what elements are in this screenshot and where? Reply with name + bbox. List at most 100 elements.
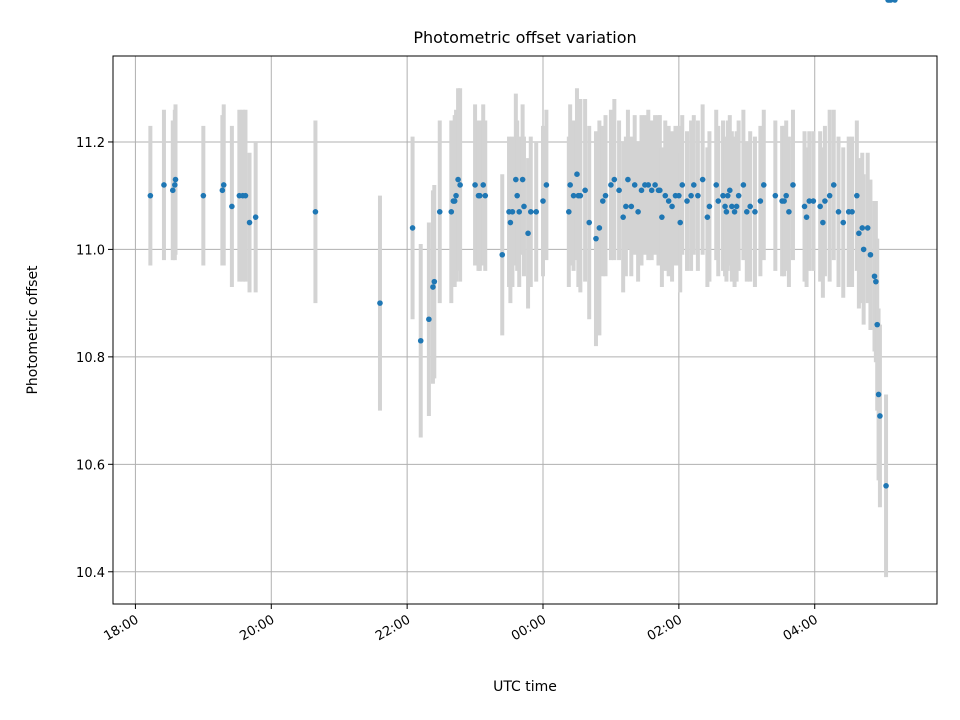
data-point (820, 219, 826, 226)
data-point (875, 391, 882, 398)
data-point (772, 192, 779, 199)
y-tick-label: 10.4 (76, 566, 105, 581)
chart-title: Photometric offset variation (413, 28, 636, 47)
data-point (482, 192, 489, 199)
data-point (519, 176, 526, 183)
error-bars (148, 88, 889, 578)
data-point (566, 209, 572, 215)
data-point (513, 176, 519, 183)
data-points (147, 0, 898, 489)
data-point (783, 192, 789, 199)
data-point (448, 209, 455, 215)
data-point (220, 182, 227, 188)
data-point (409, 225, 416, 231)
data-point (499, 251, 506, 258)
data-point (883, 483, 889, 489)
y-tick-label: 11.0 (76, 243, 105, 258)
data-point (723, 209, 730, 215)
x-tick-label: 02:00 (645, 612, 685, 644)
data-point (665, 198, 672, 204)
data-point (715, 198, 722, 204)
data-point (731, 209, 738, 215)
data-point (874, 321, 881, 328)
data-point (648, 187, 655, 194)
data-point (611, 176, 618, 183)
data-point (477, 192, 483, 199)
data-point (509, 209, 516, 215)
data-point (623, 203, 629, 210)
data-point (713, 182, 720, 188)
data-point (662, 192, 669, 199)
data-point (695, 192, 701, 199)
data-point (246, 219, 253, 226)
data-point (757, 198, 764, 204)
data-point (720, 192, 726, 199)
data-point (871, 273, 878, 280)
data-point (608, 182, 614, 188)
data-point (835, 209, 842, 215)
data-point (436, 209, 443, 215)
data-point (599, 198, 606, 204)
data-point (873, 278, 879, 285)
data-point (514, 192, 520, 199)
data-point (620, 214, 626, 220)
data-point (781, 198, 787, 204)
y-axis-ticks: 10.4 10.6 10.8 11.0 11.2 (76, 136, 113, 581)
data-point (172, 176, 179, 183)
y-tick-label: 10.8 (76, 351, 105, 366)
data-point (724, 192, 731, 199)
data-point (417, 337, 424, 344)
data-point (169, 187, 176, 194)
data-point (570, 192, 577, 199)
data-point (840, 219, 847, 226)
data-point (856, 230, 862, 237)
data-point (453, 192, 459, 199)
data-point (679, 182, 686, 188)
data-point (803, 214, 810, 220)
data-point (743, 209, 750, 215)
data-point (722, 203, 728, 210)
data-point (574, 171, 580, 177)
data-point (877, 413, 883, 419)
data-point (706, 203, 713, 210)
data-point (860, 246, 867, 253)
data-point (451, 198, 458, 204)
data-point (854, 192, 860, 199)
x-tick-label: 22:00 (373, 612, 413, 644)
data-point (631, 182, 638, 188)
data-point (480, 182, 487, 188)
data-point (219, 187, 226, 194)
x-tick-label: 20:00 (237, 612, 277, 644)
data-point (740, 182, 747, 188)
data-point (699, 176, 706, 183)
y-tick-label: 11.2 (76, 136, 105, 151)
data-point (864, 225, 871, 231)
plot-frame (112, 55, 938, 605)
data-point (577, 192, 584, 199)
data-point (688, 192, 694, 199)
data-point (567, 182, 573, 188)
data-point (859, 225, 866, 231)
data-point (430, 284, 436, 290)
data-point (867, 251, 874, 258)
data-point (810, 198, 817, 204)
data-point (426, 316, 432, 323)
data-point (628, 203, 635, 210)
data-point (806, 198, 813, 204)
data-point (521, 203, 527, 210)
data-point (161, 182, 167, 188)
data-point (801, 203, 808, 210)
data-point (377, 300, 383, 306)
data-point (533, 209, 540, 215)
data-point (229, 203, 235, 210)
data-point (727, 187, 733, 194)
data-point (638, 187, 645, 194)
data-point (830, 182, 837, 188)
data-point (752, 209, 758, 215)
x-tick-label: 00:00 (509, 612, 549, 644)
data-point (543, 182, 550, 188)
data-point (645, 182, 652, 188)
data-point (684, 198, 690, 204)
data-point (516, 209, 523, 215)
data-point (602, 192, 609, 199)
